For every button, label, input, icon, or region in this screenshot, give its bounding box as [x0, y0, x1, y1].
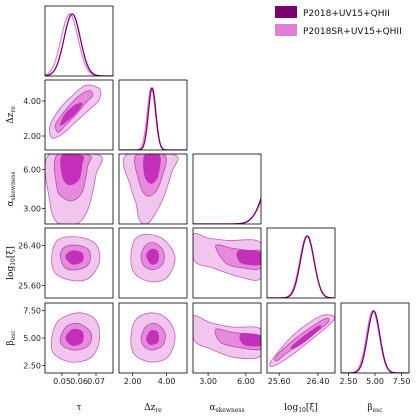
- legend: P2018+UV15+QHII P2018SR+UV15+QHII: [275, 6, 402, 37]
- contour-core-besc-logxi: [290, 325, 322, 350]
- marginal-curve-dz-1: [119, 87, 187, 150]
- x-tick-label-besc: 2.50: [340, 377, 358, 386]
- y-axis-label-logxi: log10[ξ]: [6, 246, 17, 280]
- legend-label-series-1: P2018+UV15+QHII: [303, 9, 390, 19]
- panel-frame-3-2: [192, 227, 262, 299]
- contour-core-logxi-askew: [236, 249, 261, 266]
- panel-logxi-vs-tau: [51, 236, 101, 282]
- panel-frame-2-0: [44, 153, 114, 225]
- panel-frame-4-2: [192, 302, 262, 374]
- y-tick-label-askew: 6.00: [23, 166, 41, 175]
- panel-frame-3-0: [44, 227, 114, 299]
- panel-frame-0-0: [44, 5, 114, 77]
- x-tick-label-tau: 0.07: [87, 377, 105, 386]
- panel-logxi-vs-dz: [130, 233, 176, 283]
- panel-besc-vs-tau: [50, 312, 101, 363]
- contour-core-dz-tau: [60, 102, 83, 126]
- panel-dz-vs-tau: [49, 84, 102, 139]
- y-tick-label-logxi: 26.40: [18, 242, 41, 251]
- marginal-curve-besc-1: [341, 310, 409, 373]
- marginal-curve-tau-2: [45, 13, 113, 76]
- contour-core-besc-askew: [239, 333, 261, 347]
- contour-core-logxi-dz: [146, 248, 159, 265]
- x-tick-label-dz: 4.00: [158, 377, 176, 386]
- marginal-besc: [341, 310, 409, 373]
- x-tick-label-tau: 0.06: [70, 377, 88, 386]
- x-axis-label-askew: αskewness: [209, 403, 244, 414]
- contour-core-besc-tau: [65, 328, 84, 346]
- marginal-curve-askew-2: [193, 200, 261, 224]
- panel-frame-2-2: [192, 153, 262, 225]
- x-tick-label-besc: 5.00: [366, 377, 384, 386]
- y-axis-label-askew: αskewness: [6, 171, 17, 206]
- marginal-tau: [45, 13, 113, 76]
- panel-besc-vs-logxi: [269, 314, 335, 367]
- panel-askew-vs-dz: [122, 154, 179, 224]
- x-axis-label-tau: τ: [77, 403, 82, 413]
- legend-label-series-2: P2018SR+UV15+QHII: [303, 27, 402, 37]
- marginal-dz: [119, 87, 187, 150]
- contour-core-askew-tau: [60, 154, 85, 186]
- x-tick-label-askew: 3.00: [199, 377, 217, 386]
- y-tick-label-logxi: 25.60: [18, 282, 41, 291]
- marginal-curve-dz-2: [119, 87, 187, 150]
- marginal-curve-logxi-1: [267, 235, 335, 298]
- contour-core-logxi-tau: [65, 250, 84, 265]
- y-tick-label-dz: 4.00: [23, 97, 41, 106]
- marginal-curve-askew-1: [193, 198, 261, 224]
- x-axis-label-besc: βesc: [367, 403, 383, 414]
- x-axis-label-logxi: log10[ξ]: [284, 403, 318, 414]
- legend-swatch-series-2: [275, 24, 297, 36]
- marginal-curve-logxi-2: [267, 235, 335, 298]
- y-axis-label-besc: βesc: [6, 330, 17, 346]
- x-tick-label-besc: 7.50: [393, 377, 411, 386]
- y-axis-label-dz: Δzre: [6, 106, 17, 124]
- y-tick-label-dz: 2.00: [23, 132, 41, 141]
- contour-core-besc-dz: [146, 329, 160, 345]
- x-tick-label-logxi: 25.60: [268, 377, 291, 386]
- panel-frame-4-3: [266, 302, 336, 374]
- panel-frame-1-0: [44, 79, 114, 151]
- x-tick-label-logxi: 26.40: [307, 377, 330, 386]
- x-axis-label-dz: Δzre: [144, 403, 162, 414]
- panel-logxi-vs-askew: [193, 232, 261, 281]
- panel-besc-vs-askew: [193, 315, 261, 360]
- marginal-curve-tau-1: [45, 13, 113, 76]
- panel-frame-3-3: [266, 227, 336, 299]
- y-tick-label-besc: 7.50: [23, 307, 41, 316]
- marginal-logxi: [267, 235, 335, 298]
- x-tick-label-askew: 6.00: [237, 377, 255, 386]
- panels-layer: 0.05 0.06 0.07 2.00 4.00 3.00 6.00 25.60 26.40 2.…: [6, 5, 411, 414]
- y-tick-label-askew: 3.00: [23, 204, 41, 213]
- marginal-askew: [193, 198, 261, 224]
- panel-besc-vs-dz: [130, 312, 176, 363]
- panel-frame-1-1: [118, 79, 188, 151]
- x-tick-label-dz: 2.00: [124, 377, 142, 386]
- panel-askew-vs-tau: [45, 154, 103, 224]
- panel-frame-4-1: [118, 302, 188, 374]
- contour-core-askew-dz: [143, 154, 161, 184]
- legend-swatch-series-1: [275, 6, 297, 18]
- panel-frame-3-1: [118, 227, 188, 299]
- panel-frame-2-1: [118, 153, 188, 225]
- marginal-curve-besc-2: [341, 310, 409, 373]
- x-tick-label-tau: 0.05: [53, 377, 71, 386]
- y-tick-label-besc: 5.00: [23, 334, 41, 343]
- y-tick-label-besc: 2.50: [23, 361, 41, 370]
